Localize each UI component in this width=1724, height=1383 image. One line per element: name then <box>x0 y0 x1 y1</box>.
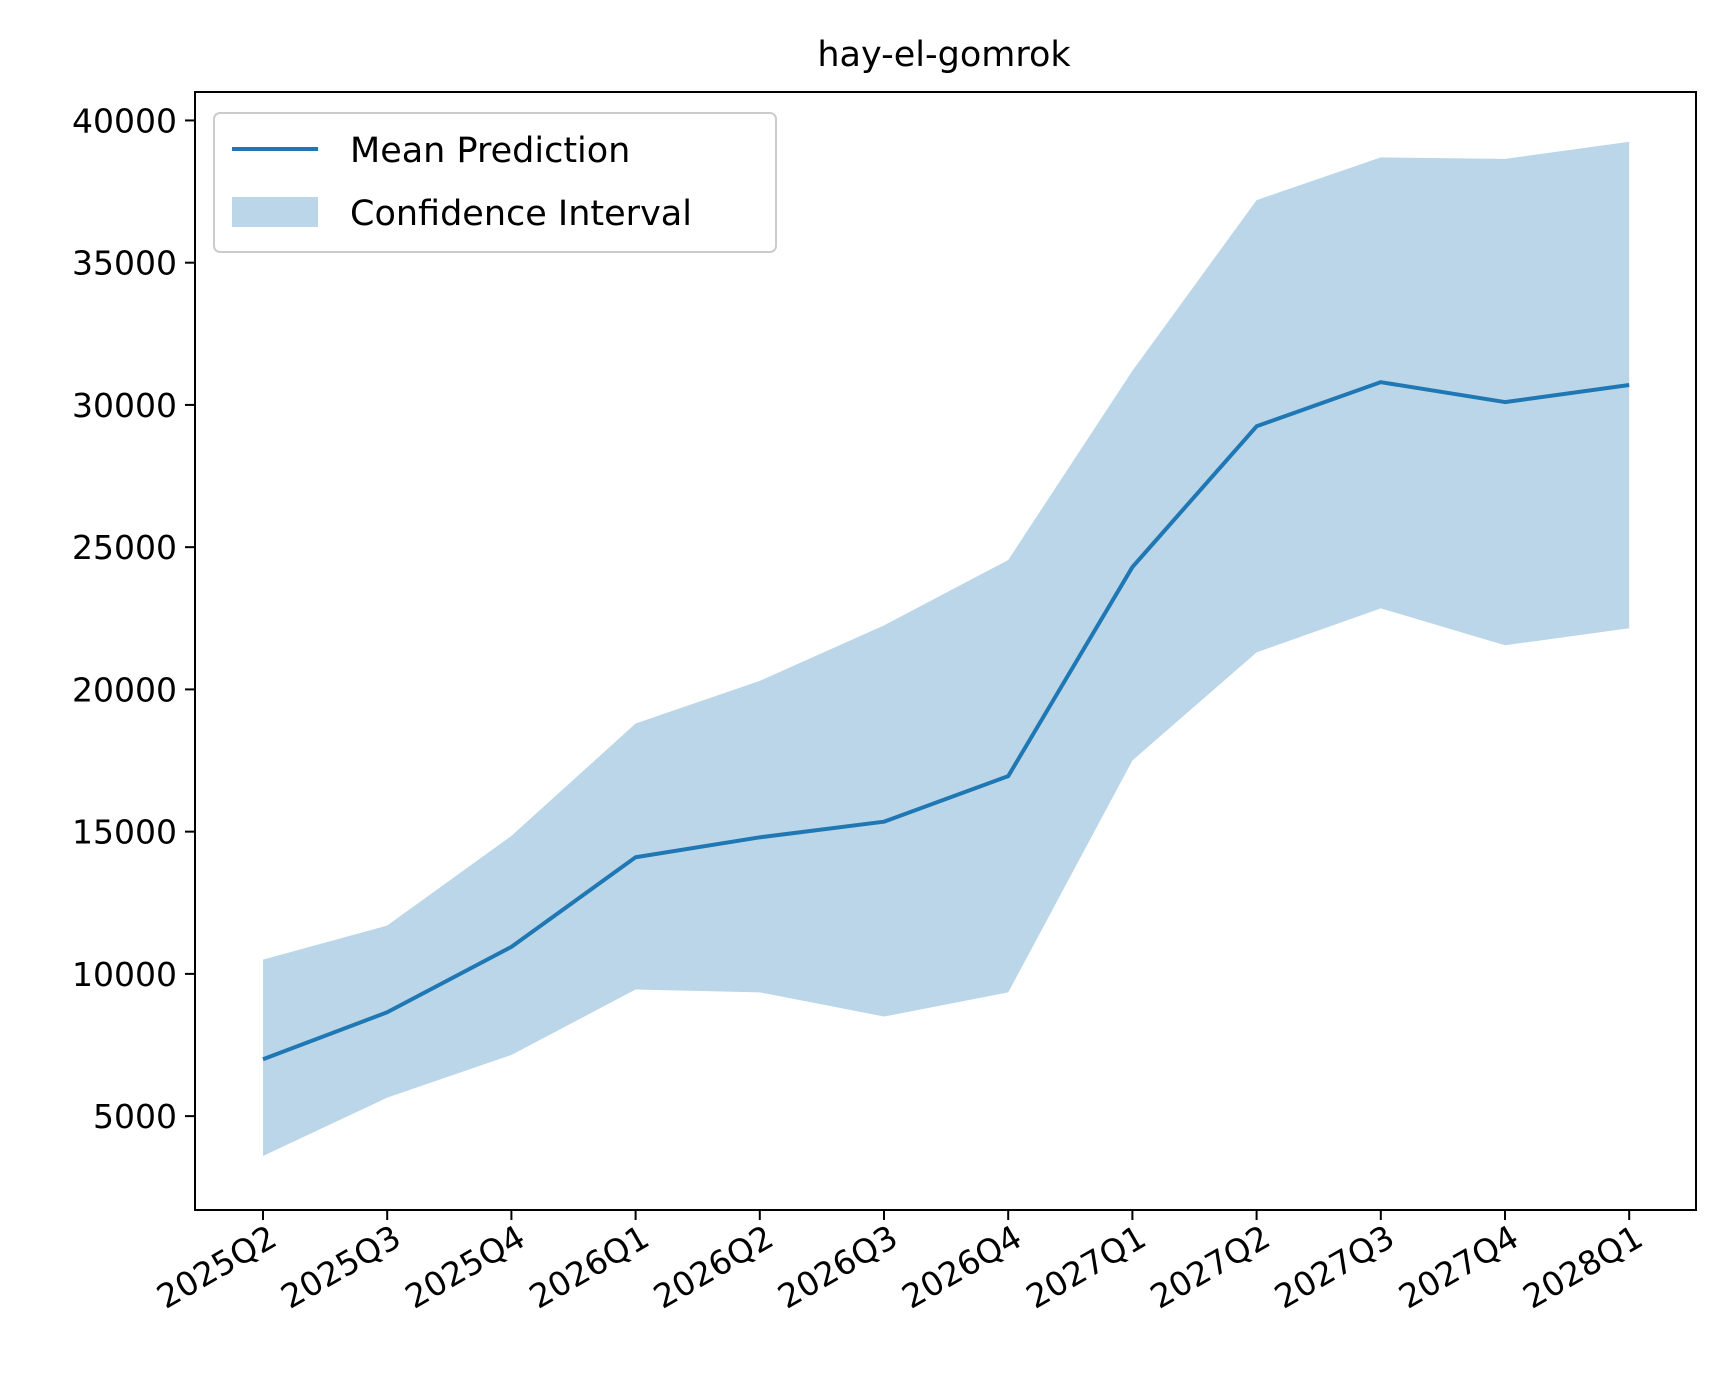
legend-label-confidence-interval: Confidence Interval <box>350 194 692 234</box>
chart-title: hay-el-gomrok <box>817 35 1071 75</box>
y-tick-label: 35000 <box>72 244 177 283</box>
legend-label-mean-prediction: Mean Prediction <box>350 131 630 171</box>
y-tick-label: 15000 <box>72 813 177 852</box>
y-tick-label: 40000 <box>72 101 177 140</box>
y-tick-label: 10000 <box>72 955 177 994</box>
y-tick-label: 5000 <box>93 1097 177 1136</box>
y-tick-label: 20000 <box>72 670 177 709</box>
legend-band-swatch <box>232 197 318 227</box>
y-tick-label: 25000 <box>72 528 177 567</box>
y-tick-label: 30000 <box>72 386 177 425</box>
legend: Mean Prediction Confidence Interval <box>214 113 776 252</box>
